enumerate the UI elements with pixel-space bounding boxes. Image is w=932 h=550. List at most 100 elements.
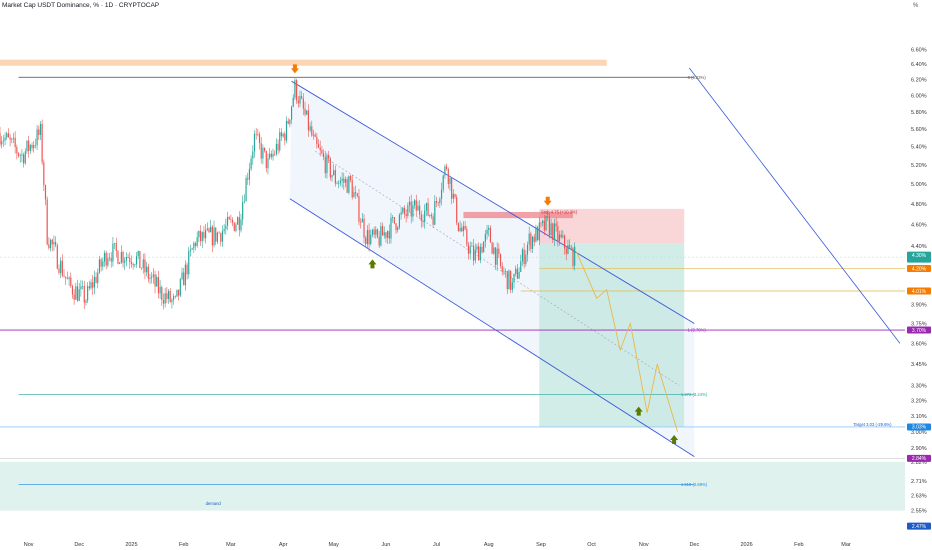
candle-body	[440, 189, 443, 199]
candle-body	[304, 108, 306, 115]
candle-body	[279, 132, 281, 151]
candle-body	[183, 272, 185, 286]
candle-body	[230, 219, 232, 220]
candle-body	[388, 231, 390, 239]
candle-body	[569, 245, 571, 248]
price-badge-label: 4.30%	[912, 253, 927, 259]
candle-body	[545, 216, 547, 231]
candle-body	[385, 232, 387, 238]
candle-body	[326, 155, 328, 174]
candle-body	[285, 120, 288, 141]
candle-body	[572, 248, 574, 266]
candle-body	[55, 241, 57, 246]
candle-body	[56, 245, 58, 269]
candle-body	[88, 286, 90, 289]
candle-body	[464, 226, 466, 230]
candle-body	[351, 180, 353, 198]
price-badge-label: 3.70%	[912, 328, 927, 334]
candle-body	[333, 170, 335, 176]
candle-body	[324, 157, 326, 174]
stop-label: Stop 4.75 (+10.3%)	[541, 209, 578, 214]
candle-body	[432, 216, 434, 225]
candle-body	[284, 133, 286, 141]
candle-body	[435, 201, 438, 203]
candle-body	[186, 264, 188, 275]
zone-label: demand	[206, 501, 222, 506]
candle-body	[181, 272, 183, 280]
candle-body	[331, 175, 333, 178]
candle-body	[481, 246, 483, 253]
y-tick-label: 5.00%	[911, 182, 927, 188]
candle-body	[255, 133, 257, 135]
candle-body	[456, 197, 458, 223]
candle-body	[297, 100, 299, 104]
candle-body	[267, 158, 269, 169]
candle-body	[574, 246, 576, 266]
candle-body	[93, 276, 95, 288]
price-badge-label: 2.84%	[912, 456, 927, 462]
candle-body	[152, 274, 154, 277]
candle-body	[301, 96, 303, 99]
candle-body	[543, 220, 545, 231]
candle-body	[260, 143, 262, 159]
candle-body	[250, 158, 252, 169]
candle-body	[496, 248, 498, 265]
candle-body	[338, 183, 340, 184]
y-tick-label: 5.20%	[911, 163, 927, 169]
candle-body	[521, 249, 524, 262]
entry-arrow-icon	[543, 196, 552, 206]
candle-body	[506, 271, 508, 290]
y-tick-label: 4.60%	[911, 222, 927, 228]
candle-body	[363, 218, 365, 238]
candle-body	[405, 214, 407, 217]
top-arrow-icon	[290, 64, 299, 74]
candle-body	[38, 129, 40, 135]
candle-body	[467, 244, 470, 254]
candle-body	[179, 279, 181, 296]
candle-body	[39, 123, 42, 135]
candle-body	[353, 192, 355, 198]
candle-body	[221, 231, 224, 242]
candle-body	[343, 178, 345, 183]
candle-body	[58, 268, 60, 273]
candle-body	[515, 268, 517, 274]
percent-scale-toggle[interactable]: %	[913, 3, 919, 9]
channel-lower-line	[289, 198, 695, 458]
candle-body	[361, 218, 363, 223]
candle-body	[413, 200, 416, 206]
candle-body	[380, 226, 382, 246]
candle-body	[491, 242, 493, 254]
candle-body	[166, 293, 168, 299]
candle-body	[486, 229, 488, 235]
candle-body	[530, 233, 532, 249]
candle-body	[466, 229, 468, 245]
candle-body	[90, 282, 92, 289]
candle-body	[134, 264, 136, 266]
candle-body	[19, 155, 21, 157]
candle-body	[157, 277, 160, 294]
candle-body	[316, 136, 318, 145]
outer-channel-line	[688, 67, 901, 344]
y-tick-label: 6.00%	[911, 94, 927, 100]
x-tick-label: 2026	[740, 542, 752, 548]
candle-body	[563, 235, 566, 249]
candle-body	[553, 223, 556, 240]
candle-body	[34, 145, 36, 146]
candle-body	[81, 286, 84, 287]
candle-body	[225, 225, 227, 230]
y-tick-label: 3.30%	[911, 384, 927, 390]
x-tick-label: Feb	[794, 542, 803, 548]
candle-body	[87, 286, 89, 301]
candle-body	[223, 229, 225, 232]
candle-body	[410, 201, 412, 217]
x-tick-label: Dec	[74, 542, 84, 548]
candle-body	[525, 254, 527, 265]
candle-body	[206, 228, 208, 230]
candle-body	[548, 216, 550, 236]
candle-body	[24, 151, 26, 164]
candle-body	[472, 245, 475, 261]
candle-body	[383, 232, 385, 236]
candle-body	[237, 217, 239, 225]
candle-body	[164, 293, 166, 304]
